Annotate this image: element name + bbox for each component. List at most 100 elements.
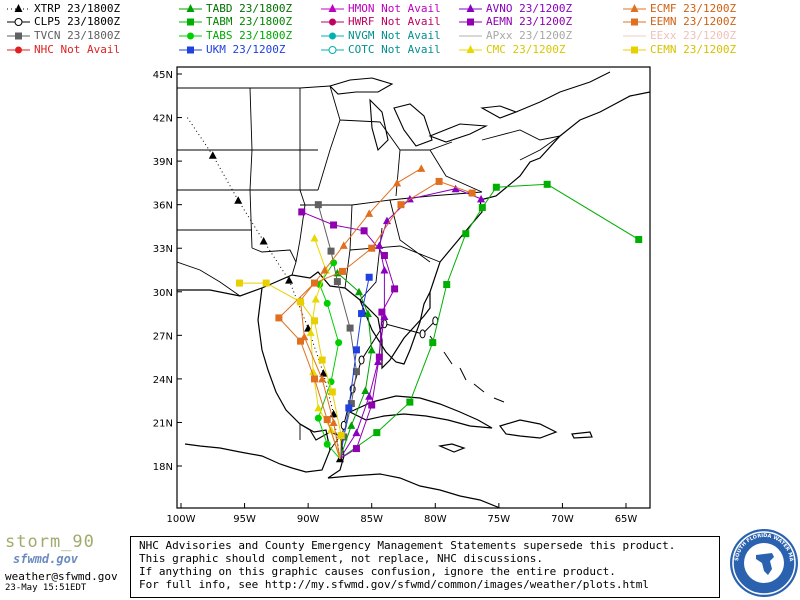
clp5-marker-icon — [7, 18, 30, 26]
track-point-xtrp — [319, 369, 328, 377]
track-point-tabd — [363, 309, 372, 318]
track-point-tabm — [543, 180, 551, 188]
track-point-aemn — [330, 221, 338, 229]
track-point-ecmf — [318, 374, 327, 383]
track-point-ecmf — [339, 241, 348, 249]
track-point-avno — [380, 312, 389, 320]
track-point-tabm — [635, 236, 643, 244]
apxx-line-icon — [459, 35, 482, 37]
legend-label: CEMN 23/1200Z — [650, 43, 737, 56]
lat-tick-label: 21N — [153, 418, 173, 429]
track-point-ukm — [365, 273, 373, 281]
legend-label: CMC 23/1200Z — [486, 43, 566, 56]
lat-tick-label: 36N — [153, 201, 173, 212]
eexx-line-icon — [623, 35, 646, 37]
legend-label: TABD 23/1800Z — [206, 2, 293, 15]
track-map: 45N 42N 39N 36N 33N 30N 27N 24N 21N 18N 100W 95W 90… — [153, 66, 651, 525]
track-point-ecmf — [320, 266, 329, 274]
legend-label: COTC Not Avail — [348, 43, 441, 56]
hispaniola — [499, 419, 558, 439]
site-logo: sfwmd.gov — [13, 552, 79, 566]
track-point-cemn — [262, 279, 270, 287]
track-point-avno — [477, 194, 486, 203]
lat-tick-label: 18N — [153, 462, 173, 473]
legend-label: EExx 23/1200Z — [650, 29, 737, 42]
track-eemn — [278, 180, 473, 459]
cotc-marker-icon — [321, 46, 344, 54]
cuba — [348, 395, 493, 429]
track-point-tabd — [367, 345, 376, 354]
track-point-xtrp — [208, 151, 217, 159]
cemn-marker-icon — [623, 46, 646, 54]
track-cemn — [239, 282, 342, 459]
track-point-tvcn — [347, 400, 355, 408]
track-aemn — [301, 211, 396, 460]
track-point-cmc — [306, 328, 315, 336]
track-point-ukm — [352, 346, 360, 354]
lon-tick-label: 95W — [233, 514, 256, 525]
legend-label: AEMN 23/1200Z — [486, 15, 573, 28]
track-point-ukm — [358, 310, 366, 318]
track-point-tabd — [355, 287, 363, 296]
lon-tick-label: 100W — [167, 514, 196, 525]
lat-tick-label: 24N — [153, 375, 173, 386]
track-point-aemn — [380, 251, 388, 259]
track-point-ecmf — [417, 164, 426, 172]
aemn-marker-icon — [459, 18, 482, 26]
contact-email[interactable]: weather@sfwmd.gov — [5, 570, 118, 583]
lon-tick-label: 80W — [424, 514, 447, 525]
lat-tick-label: 42N — [153, 114, 173, 125]
legend-label: EEMN 23/1200Z — [650, 15, 737, 28]
track-point-tabm — [373, 429, 381, 437]
storm-id: storm_90 — [5, 532, 95, 552]
track-point-cemn — [328, 388, 336, 396]
sfwmd-seal-icon: SOUTH FLORIDA WATER MANAGEMENT DISTRICT — [728, 527, 798, 597]
tabs-marker-icon — [179, 32, 202, 40]
track-point-aemn — [360, 227, 368, 235]
lon-tick-label: 75W — [488, 514, 511, 525]
lon-tick-label: 65W — [615, 514, 638, 525]
track-point-tvcn — [314, 201, 322, 209]
forecast-tracks — [186, 117, 643, 463]
map-frame — [176, 66, 651, 509]
lat-tick-label: 27N — [153, 331, 173, 342]
legend-label: APxx 23/1200Z — [486, 29, 573, 42]
track-point-eemn — [397, 201, 405, 209]
track-point-cemn — [337, 432, 345, 440]
track-point-ecmf — [365, 209, 374, 217]
track-point-tabm — [492, 183, 500, 191]
track-point-tabd — [361, 386, 370, 395]
disclaimer-line: If anything on this graphic causes confu… — [139, 565, 616, 578]
legend-label: HWRF Not Avail — [348, 15, 441, 28]
track-tabm — [339, 183, 639, 460]
disclaimer-line[interactable]: For full info, see http://my.sfwmd.gov/s… — [139, 578, 649, 591]
latitude-ticks: 45N 42N 39N 36N 33N 30N 27N 24N 21N 18N — [153, 70, 182, 473]
track-point-tvcn — [333, 278, 341, 286]
lon-tick-label: 85W — [360, 514, 383, 525]
track-point-avno — [375, 241, 384, 249]
track-point-aemn — [375, 353, 383, 361]
track-point-eemn — [275, 314, 283, 322]
track-point-cemn — [297, 298, 305, 306]
legend-label: TABM 23/1800Z — [206, 15, 293, 28]
track-point-cmc — [327, 425, 336, 434]
track-point-tvcn — [327, 247, 335, 255]
lat-tick-label: 33N — [153, 244, 173, 255]
legend-label: CLP5 23/1800Z — [34, 15, 121, 28]
track-point-aemn — [378, 308, 386, 316]
coastline — [177, 91, 650, 370]
legend-label: NVGM Not Avail — [348, 29, 441, 42]
track-point-tabm — [429, 339, 437, 347]
track-point-cmc — [309, 367, 318, 376]
legend-label: NHC Not Avail — [34, 43, 121, 56]
legend-label: XTRP 23/1800Z — [34, 2, 121, 15]
legend-label: TVCN 23/1800Z — [34, 29, 121, 42]
disclaimer-line: This graphic should complement, not repl… — [139, 552, 543, 565]
track-point-clp5 — [419, 329, 426, 339]
track-point-cmc — [314, 403, 323, 412]
track-point-eemn — [338, 267, 346, 275]
hwrf-marker-icon — [321, 18, 344, 26]
cmc-marker-icon — [459, 45, 482, 53]
track-point-xtrp — [285, 276, 294, 284]
disclaimer-box: NHC Advisories and County Emergency Mana… — [130, 536, 720, 598]
